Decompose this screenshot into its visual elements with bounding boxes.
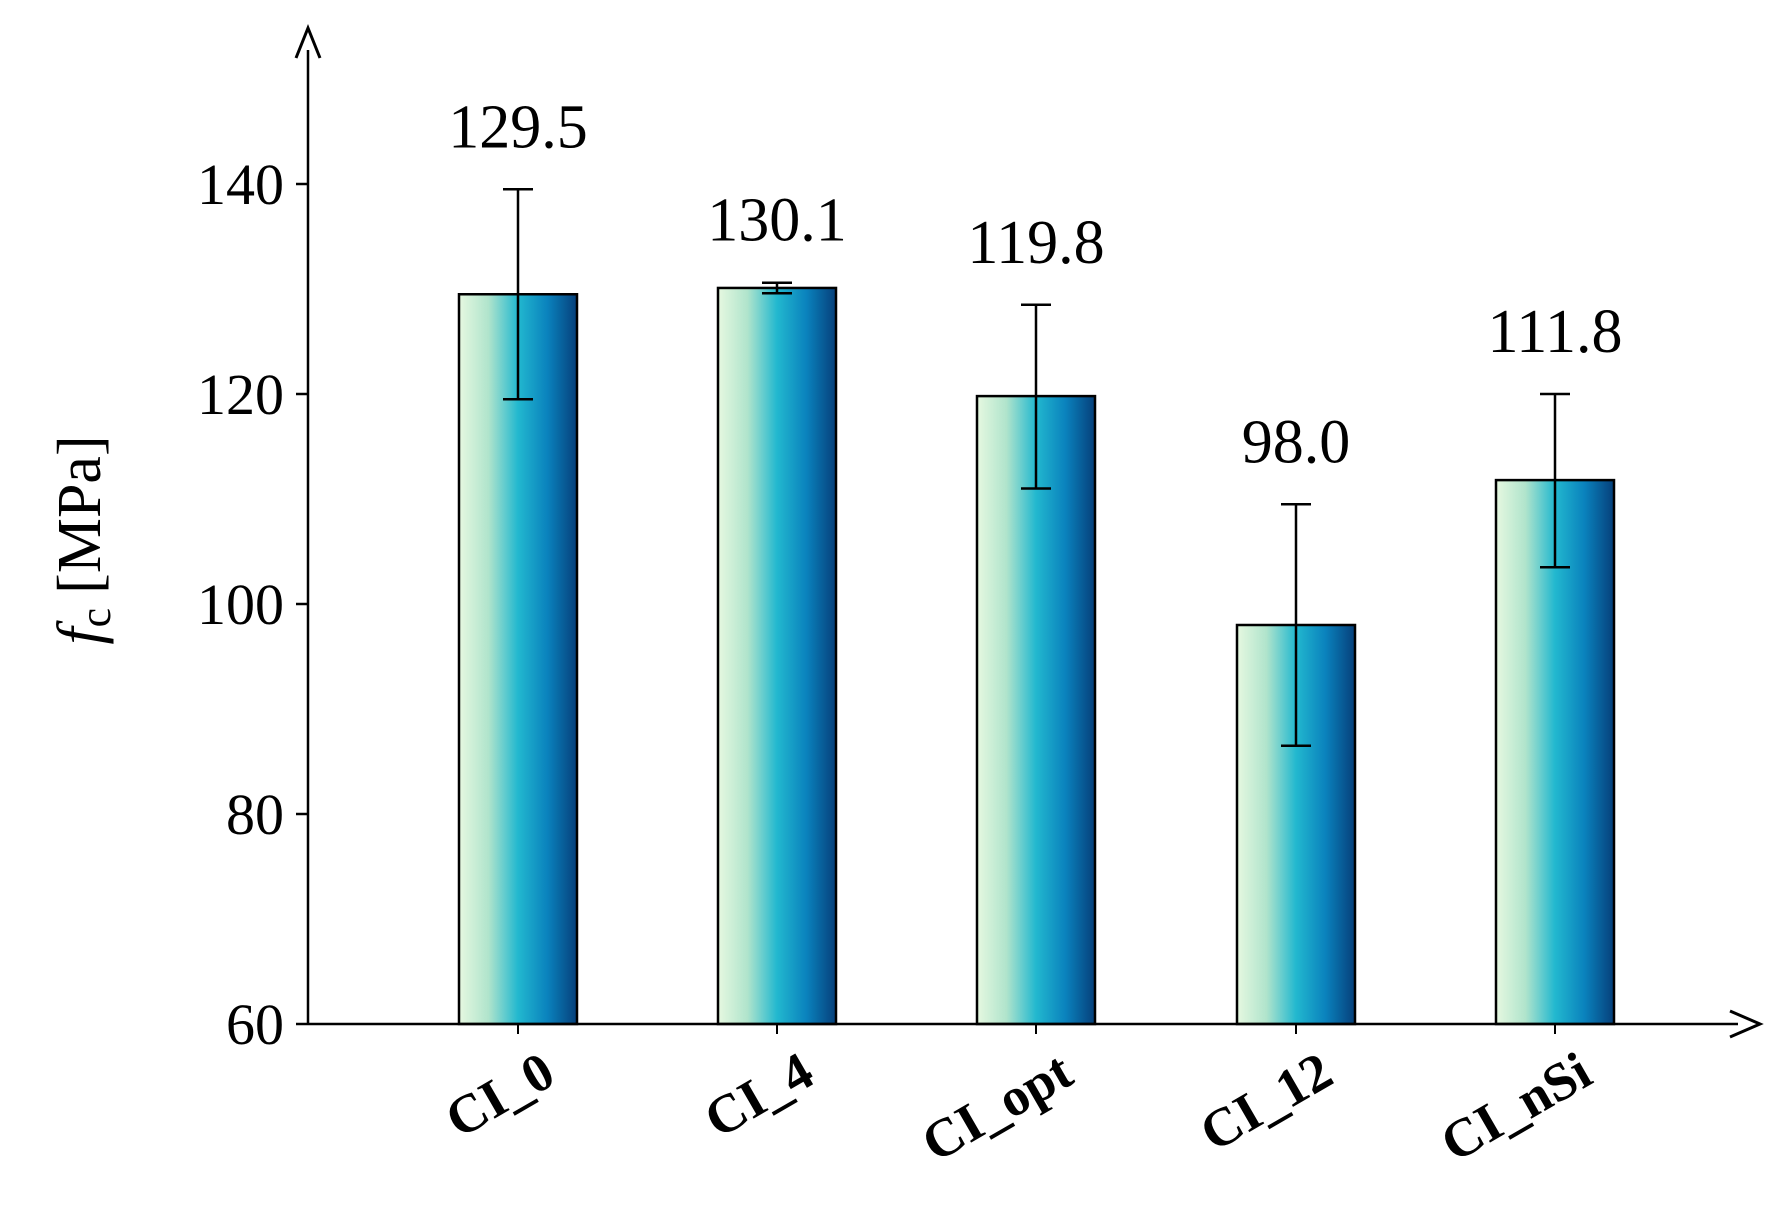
y-axis-subscript: c (71, 608, 120, 628)
x-tick-label: CI_nSi (1431, 1040, 1601, 1173)
x-tick-label: CI_4 (694, 1040, 823, 1149)
y-axis-arrow (294, 23, 322, 59)
error-bar (1021, 303, 1051, 490)
error-bars-group (503, 188, 1570, 747)
x-tick-label: CI_0 (435, 1040, 564, 1149)
value-label: 129.5 (448, 93, 588, 161)
error-bar (1281, 503, 1311, 747)
value-label: 130.1 (707, 187, 847, 255)
value-labels-group: 129.5 130.1 119.8 98.0 111.8 (448, 93, 1622, 476)
value-label: 98.0 (1242, 408, 1351, 476)
bars-group (457, 286, 1616, 1026)
y-tick-label: 60 (226, 992, 284, 1057)
y-ticks-group: 60 80 100 120 140 (197, 152, 308, 1057)
bar-ci-opt (975, 394, 1097, 1026)
error-bar (762, 281, 792, 295)
x-tick-label: CI_opt (912, 1040, 1082, 1173)
error-bar (1540, 392, 1570, 569)
x-tick-label: CI_12 (1190, 1040, 1342, 1162)
error-bar (503, 188, 533, 401)
value-label: 119.8 (967, 209, 1104, 277)
bar-ci-0 (457, 293, 579, 1026)
y-tick-label: 120 (197, 362, 284, 427)
y-tick-label: 80 (226, 782, 284, 847)
x-axis-arrow (1729, 1009, 1764, 1039)
value-label: 111.8 (1488, 298, 1623, 366)
y-axis-title: fc[MPa] (46, 435, 120, 644)
x-ticks-group: CI_0 CI_4 CI_opt CI_12 CI_nSi (435, 1024, 1601, 1173)
y-tick-label: 100 (197, 572, 284, 637)
y-tick-label: 140 (197, 152, 284, 217)
y-axis-unit: [MPa] (46, 435, 114, 593)
bar-ci-4 (716, 286, 838, 1026)
